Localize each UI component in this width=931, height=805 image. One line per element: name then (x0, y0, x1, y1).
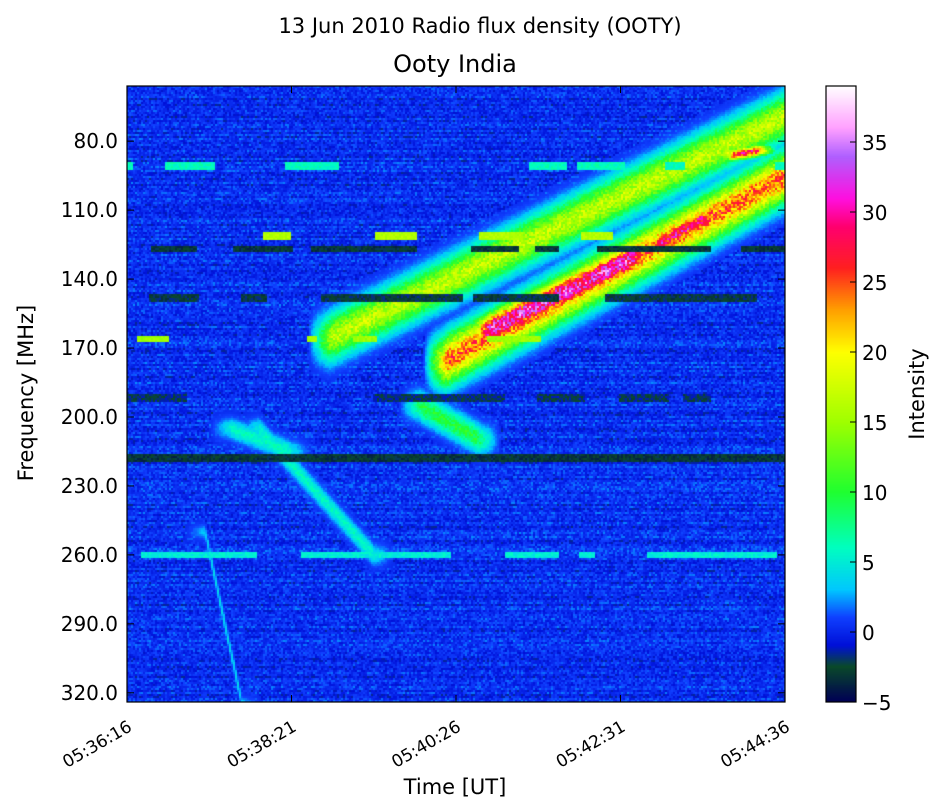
colorbar-ticks: 35 30 25 20 15 10 5 0 −5 (850, 131, 891, 715)
y-tick-label: 170.0 (61, 336, 118, 360)
y-axis-label: Frequency [MHz] (14, 305, 38, 481)
y-tick-label: 290.0 (61, 612, 118, 636)
colorbar-tick-label: 15 (862, 411, 887, 435)
y-axis: 80.0 110.0 140.0 170.0 200.0 230.0 260.0 290.0 3… (61, 129, 785, 705)
colorbar-frame (825, 85, 857, 703)
x-tick-label: 05:42:31 (553, 717, 629, 773)
y-tick-label: 230.0 (61, 474, 118, 498)
colorbar: 35 30 25 20 15 10 5 0 −5 Intensity (825, 85, 929, 715)
y-tick-label: 110.0 (61, 198, 118, 222)
colorbar-gradient (826, 86, 856, 702)
colorbar-tick-label: 25 (862, 271, 887, 295)
y-tick-label: 80.0 (73, 129, 118, 153)
y-tick-label: 140.0 (61, 267, 118, 291)
x-tick-label: 05:38:21 (224, 717, 300, 773)
figure-suptitle: 13 Jun 2010 Radio flux density (OOTY) (278, 14, 681, 38)
colorbar-tick-label: 5 (862, 551, 875, 575)
colorbar-tick-label: −5 (862, 691, 891, 715)
heatmap-image (127, 86, 785, 702)
colorbar-tick-label: 35 (862, 131, 887, 155)
y-tick-label: 200.0 (61, 405, 118, 429)
colorbar-tick-label: 10 (862, 481, 887, 505)
chart-title: Ooty India (393, 50, 517, 78)
x-tick-label: 05:44:36 (717, 717, 793, 773)
colorbar-tick-label: 0 (862, 621, 875, 645)
y-tick-label: 260.0 (61, 543, 118, 567)
x-tick-label: 05:40:26 (388, 717, 464, 773)
colorbar-label: Intensity (905, 348, 929, 439)
colorbar-tick-label: 20 (862, 341, 887, 365)
x-axis-label: Time [UT] (403, 775, 507, 799)
x-tick-label: 05:36:16 (59, 717, 135, 773)
colorbar-tick-label: 30 (862, 201, 887, 225)
plot-area (126, 85, 786, 703)
y-tick-label: 320.0 (61, 681, 118, 705)
